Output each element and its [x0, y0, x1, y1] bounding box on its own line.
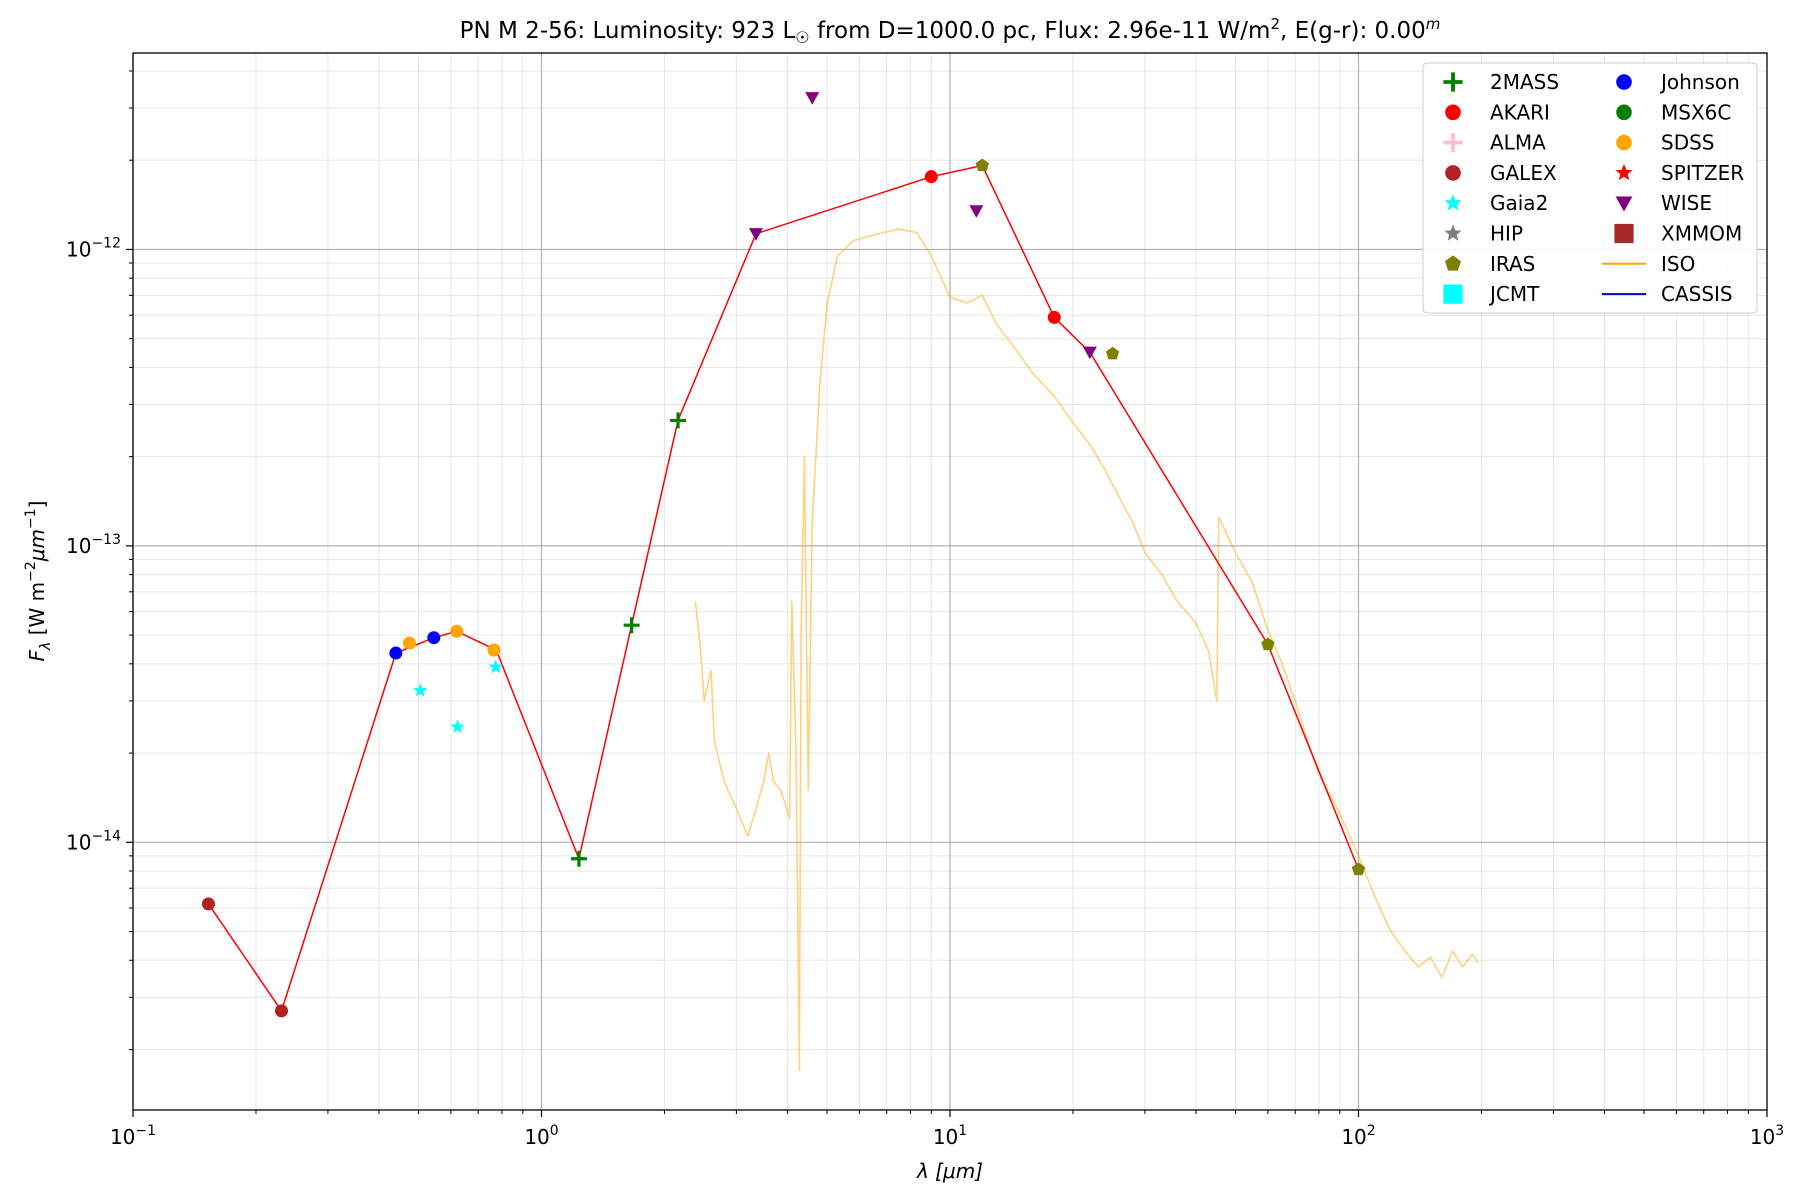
data-point-akari [1047, 310, 1061, 324]
data-point-wise [1082, 346, 1097, 360]
legend-label-msx6c: MSX6C [1661, 100, 1731, 124]
legend-label-cassis: CASSIS [1661, 282, 1733, 306]
data-point-sdss [450, 624, 464, 638]
legend-label-gaia2: Gaia2 [1490, 191, 1548, 215]
x-tick-label: 102 [1341, 1123, 1375, 1149]
legend-label-2mass: 2MASS [1490, 70, 1559, 94]
legend-label-iso: ISO [1661, 252, 1695, 276]
legend-marker-galex [1445, 165, 1461, 181]
legend-label-galex: GALEX [1490, 161, 1557, 185]
data-point-akari [924, 170, 938, 184]
iso-spectrum-line [694, 228, 1480, 1072]
legend-label-wise: WISE [1661, 191, 1712, 215]
data-point-galex [201, 897, 215, 911]
data-point-johnson [389, 646, 403, 660]
legend-marker-xmmom [1614, 223, 1634, 244]
data-point-iras [975, 158, 989, 172]
x-tick-labels: 10−1 100 101 102 103 [110, 1123, 1784, 1149]
legend-label-johnson: Johnson [1659, 70, 1740, 94]
chart-title: PN M 2-56: Luminosity: 923 L☉ from D=100… [460, 15, 1441, 47]
y-tick-label: 10−14 [66, 828, 121, 854]
data-point-2mass [570, 850, 587, 867]
legend: 2MASS AKARI ALMA GALEX Gaia2 HIP IRAS JCMT Johns… [1422, 62, 1758, 314]
legend-marker-iras [1445, 255, 1461, 271]
legend-marker-wise [1615, 196, 1633, 212]
minor-grid [133, 53, 1767, 1110]
axis-ticks [126, 70, 1768, 1117]
data-point-galex [275, 1004, 289, 1018]
legend-marker-jcmt [1443, 284, 1463, 304]
legend-label-sdss: SDSS [1661, 131, 1715, 155]
data-point-wise [748, 228, 763, 241]
data-point-iras [1105, 346, 1120, 360]
data-point-2mass [623, 617, 640, 634]
legend-label-xmmom: XMMOM [1661, 222, 1742, 246]
legend-label-spitzer: SPITZER [1661, 161, 1744, 185]
legend-marker-akari [1445, 104, 1461, 121]
legend-marker-johnson [1616, 74, 1632, 90]
x-axis-label: λ [μm] [916, 1159, 983, 1183]
y-axis-label: Fλ [W m−2μm−1] [23, 501, 54, 662]
data-point-johnson [427, 631, 441, 645]
legend-label-akari: AKARI [1490, 100, 1550, 124]
legend-marker-hip [1444, 224, 1462, 241]
legend-marker-alma [1443, 133, 1463, 153]
legend-label-alma: ALMA [1490, 131, 1546, 155]
photometry-markers [201, 92, 1366, 1018]
legend-label-iras: IRAS [1490, 252, 1535, 276]
data-point-gaia2 [413, 683, 428, 697]
legend-marker-2mass [1443, 72, 1463, 92]
iso-spectrum [694, 228, 1480, 1072]
legend-marker-gaia2 [1444, 194, 1462, 211]
y-tick-label: 10−12 [66, 235, 121, 261]
legend-marker-msx6c [1616, 104, 1632, 121]
data-point-wise [805, 92, 820, 105]
legend-marker-spitzer [1615, 163, 1633, 181]
data-point-iras [1261, 637, 1275, 651]
legend-box [1422, 62, 1758, 314]
data-point-wise [969, 205, 984, 218]
legend-marker-sdss [1616, 134, 1632, 151]
data-point-sdss [402, 636, 416, 650]
y-tick-label: 10−13 [66, 532, 121, 558]
x-tick-label: 10−1 [110, 1123, 156, 1149]
data-point-gaia2 [450, 719, 465, 733]
data-point-2mass [670, 412, 687, 429]
data-point-gaia2 [488, 659, 503, 674]
x-tick-label: 103 [1750, 1123, 1784, 1149]
data-point-iras [1351, 862, 1366, 876]
data-point-sdss [487, 643, 501, 657]
legend-label-jcmt: JCMT [1488, 282, 1540, 306]
legend-label-hip: HIP [1490, 222, 1523, 246]
x-tick-label: 100 [524, 1123, 558, 1149]
y-tick-labels: 10−14 10−13 10−12 [66, 235, 121, 854]
x-tick-label: 101 [933, 1123, 967, 1149]
